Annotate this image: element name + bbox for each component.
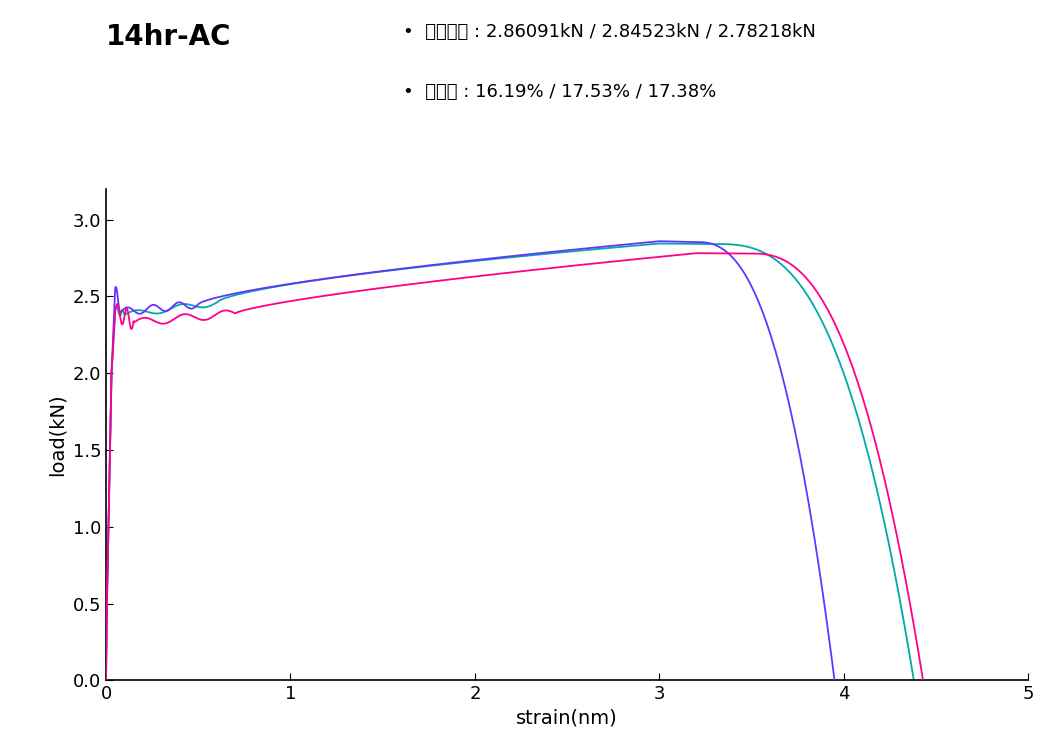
Text: •  인장강도 : 2.86091kN / 2.84523kN / 2.78218kN: • 인장강도 : 2.86091kN / 2.84523kN / 2.78218…	[403, 23, 816, 41]
Y-axis label: load(kN): load(kN)	[48, 393, 67, 476]
Text: •  연신률 : 16.19% / 17.53% / 17.38%: • 연신률 : 16.19% / 17.53% / 17.38%	[403, 83, 717, 101]
X-axis label: strain(nm): strain(nm)	[516, 709, 618, 728]
Text: 14hr-AC: 14hr-AC	[106, 23, 231, 51]
